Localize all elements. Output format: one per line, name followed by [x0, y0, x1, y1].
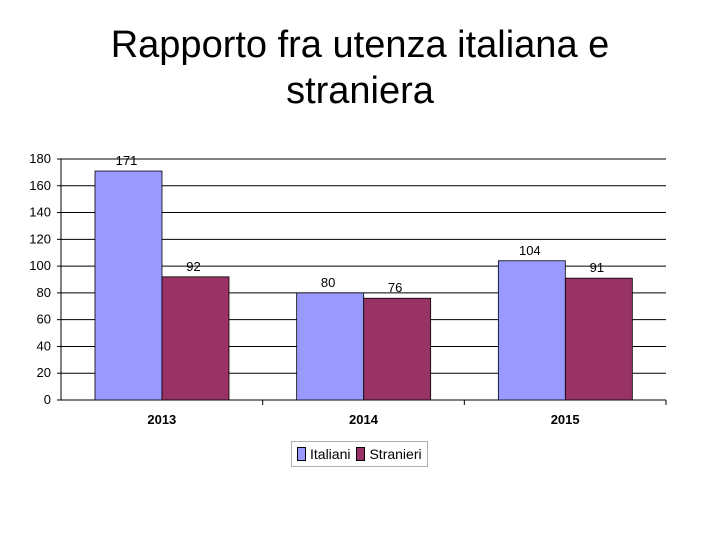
- y-tick-label: 160: [29, 178, 51, 193]
- chart-legend: Italiani Stranieri: [291, 441, 428, 467]
- y-tick-label: 100: [29, 258, 51, 273]
- legend-item-stranieri: Stranieri: [356, 446, 422, 462]
- x-tick-label: 2013: [147, 412, 176, 427]
- y-tick-label: 120: [29, 231, 51, 246]
- x-tick-label: 2015: [551, 412, 580, 427]
- bar-italiani-2014: [296, 292, 365, 401]
- data-label: 76: [388, 280, 402, 295]
- y-tick-label: 60: [37, 312, 51, 327]
- title-line-2: straniera: [286, 70, 434, 112]
- bar-italiani-2015: [497, 260, 566, 401]
- title-line-1: Rapporto fra utenza italiana e: [110, 24, 610, 66]
- legend-swatch-stranieri: [356, 447, 366, 461]
- bar-stranieri-2013: [161, 276, 230, 401]
- x-tick-label: 2014: [349, 412, 379, 427]
- data-label: 80: [321, 275, 335, 290]
- y-tick-label: 40: [37, 338, 51, 353]
- bar-italiani-2013: [94, 170, 163, 401]
- data-label: 104: [519, 243, 541, 258]
- y-tick-label: 20: [37, 365, 51, 380]
- y-tick-label: 180: [29, 151, 51, 166]
- bar-stranieri-2014: [363, 297, 432, 401]
- legend-label-italiani: Italiani: [310, 446, 351, 462]
- data-label: 171: [116, 153, 138, 168]
- y-tick-label: 80: [37, 285, 51, 300]
- legend-item-italiani: Italiani: [297, 446, 350, 462]
- legend-swatch-italiani: [297, 447, 306, 461]
- y-tick-label: 140: [29, 205, 51, 220]
- chart-title: Rapporto fra utenza italiana e straniera: [40, 22, 680, 114]
- legend-label-stranieri: Stranieri: [369, 446, 422, 462]
- data-label: 92: [186, 259, 200, 274]
- bar-stranieri-2015: [564, 277, 633, 401]
- data-label: 91: [590, 260, 604, 275]
- y-tick-label: 0: [44, 392, 51, 407]
